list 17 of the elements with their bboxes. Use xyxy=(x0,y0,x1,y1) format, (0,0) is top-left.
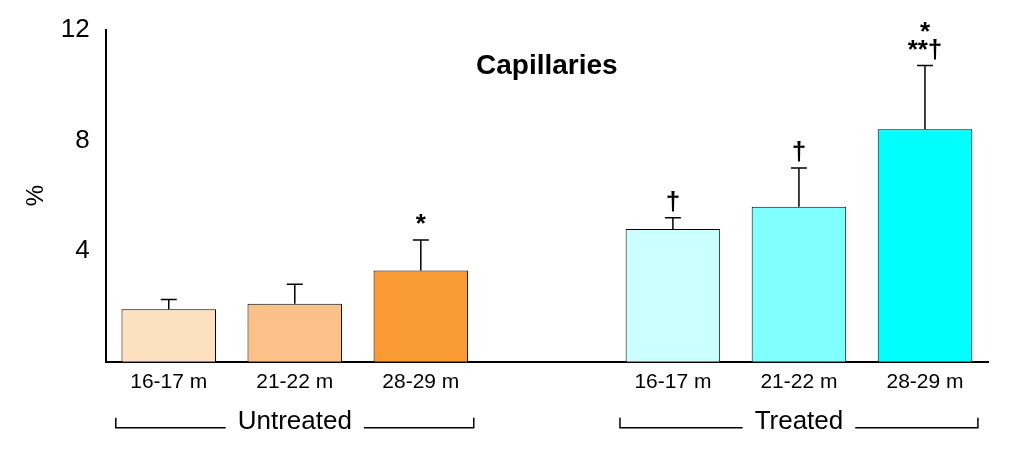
x-tick-label: 21-22 m xyxy=(760,369,838,393)
y-tick-label: 12 xyxy=(60,12,90,43)
data-label: * **† xyxy=(907,15,943,64)
x-tick-label: 21-22 m xyxy=(256,369,334,393)
text: Treated xyxy=(754,404,844,435)
x-tick-label: 16-17 m xyxy=(130,369,208,393)
text: Capillaries xyxy=(476,48,618,80)
y-axis-title: % xyxy=(21,185,49,207)
y-tick-label: 8 xyxy=(75,123,90,154)
data-label: * xyxy=(415,207,427,238)
x-tick-label: 28-29 m xyxy=(382,369,460,393)
x-tick-label: 28-29 m xyxy=(886,369,964,393)
x-tick-label: 16-17 m xyxy=(634,369,712,393)
data-label: † xyxy=(791,136,807,167)
y-tick-label: 4 xyxy=(75,234,90,265)
data-label: † xyxy=(665,185,681,216)
text: Untreated xyxy=(237,404,352,435)
